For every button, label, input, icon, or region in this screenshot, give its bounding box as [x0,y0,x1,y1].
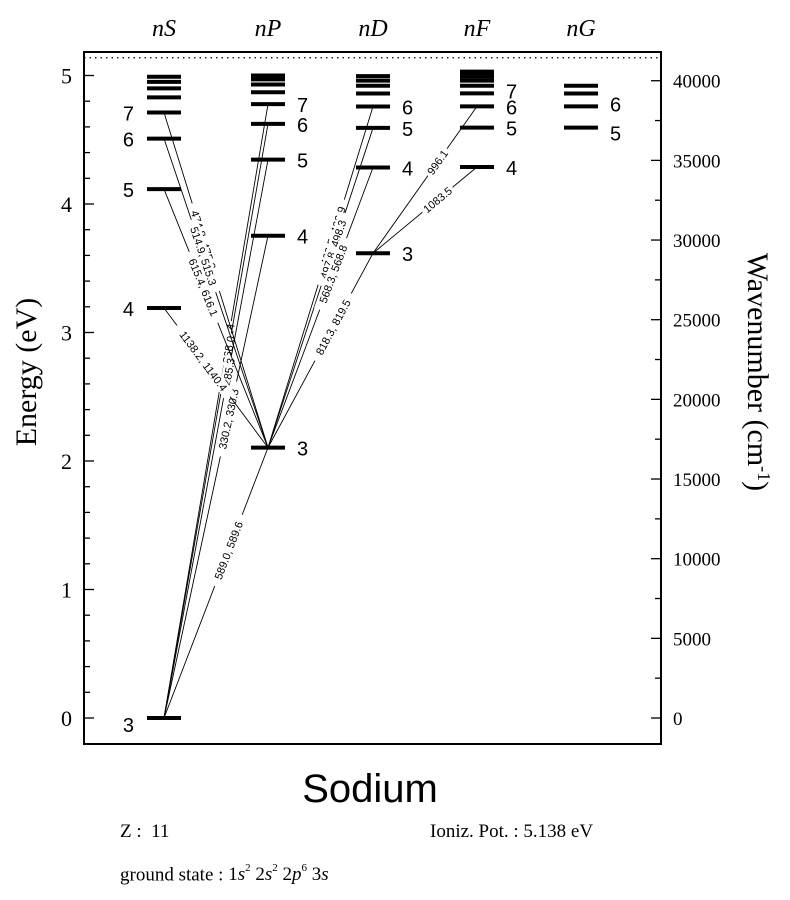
transition-line [163,123,269,719]
wavenumber-tick-label: 30000 [673,231,721,252]
level-label: 6 [123,130,134,152]
transition-line [163,138,269,448]
atomic-number: Z : 11 [120,821,169,843]
energy-tick-label: 3 [61,321,72,346]
ground-state: ground state : 1s2 2s2 2p6 3s [120,862,329,886]
level-label: 3 [297,439,308,461]
wavenumber-axis-label: Wavenumber (cm-1) [741,253,774,491]
wavenumber-tick-label: 25000 [673,311,721,332]
level-label: 4 [506,158,517,180]
column-header-nd: nD [358,16,387,42]
level-label: 5 [506,119,517,141]
transition-line [163,104,269,719]
energy-axis-label: Energy (eV) [10,298,43,447]
level-label: 3 [123,715,134,737]
level-label: 3 [402,244,413,266]
transition-label-bg [209,512,248,589]
ionization-value: 5.138 eV [523,821,594,842]
plot-axes: 0 1 2 3 4 5 0 5000 10000 15000 20000 25000 30000 3500… [10,51,774,745]
wavenumber-tick-label: 40000 [673,72,721,93]
level-label: 5 [123,180,134,202]
atomic-number-value: 11 [151,821,170,842]
transition-label: 589.0, 589.6 [213,520,246,581]
transition-label-bg [423,145,452,180]
transition-label: 996.1 [425,148,451,177]
column-header-nf: nF [464,16,491,42]
level-label: 6 [402,97,413,119]
wavenumber-tick-label: 15000 [673,470,721,491]
wavenumber-tick-label: 20000 [673,390,721,411]
level-label: 4 [123,299,134,321]
transition-label-bg [418,182,457,217]
transition-label: 1083.5 [421,185,455,216]
level-label: 7 [123,104,134,126]
transition-label-bg [172,321,235,401]
ground-state-configuration: 1s2 2s2 2p6 3s [228,862,329,886]
level-label: 5 [297,151,308,173]
level-label: 5 [610,124,621,146]
transition-label: 330.2, 330.3 [217,388,242,450]
transition-label: 285.3 [221,357,238,386]
ground-state-label: ground state : [120,864,224,886]
transition-label-bg [314,236,353,312]
energy-tick-label: 1 [61,578,72,603]
wavenumber-tick-label: 0 [673,709,683,730]
plot-frame [83,51,662,745]
level-label: 6 [610,94,621,116]
column-headers: nS nP nD nF nG [152,16,596,42]
transition-label-bg [214,380,243,458]
transition-label-bg [309,290,357,364]
energy-tick-label: 0 [61,706,72,731]
energy-tick-label: 5 [61,64,72,89]
column-header-ng: nG [566,16,595,42]
ionization-label: Ioniz. Pot. : [430,821,519,842]
energy-tick-label: 4 [61,192,72,217]
transition-label-bg [183,249,224,326]
ionization-potential: Ioniz. Pot. : 5.138 eV [430,821,593,843]
energy-tick-label: 2 [61,449,72,474]
column-header-ns: nS [152,16,176,42]
transition-line [163,235,269,719]
transition-line [267,127,374,448]
element-title: Sodium [302,767,438,811]
transition-line [372,106,478,254]
transition-label-group: 1083.5 [418,182,457,217]
transition-line [163,159,269,719]
transition-label-bg [185,217,222,295]
transition-label-group: 589.0, 589.6 [209,512,248,589]
wavenumber-tick-label: 5000 [673,629,711,650]
level-label: 6 [297,115,308,137]
level-label: 7 [506,81,517,103]
level-label: 5 [402,119,413,141]
transition-label-bg [315,211,351,288]
level-label: 7 [297,95,308,117]
wavenumber-tick-label: 35000 [673,151,721,172]
transition-label-group: 996.1 [423,145,452,180]
column-header-np: nP [255,16,282,42]
atomic-number-label: Z : [120,821,142,842]
level-label: 4 [297,227,308,249]
wavenumber-tick-label: 10000 [673,550,721,571]
level-label: 6 [506,97,517,119]
level-label: 4 [402,159,413,181]
